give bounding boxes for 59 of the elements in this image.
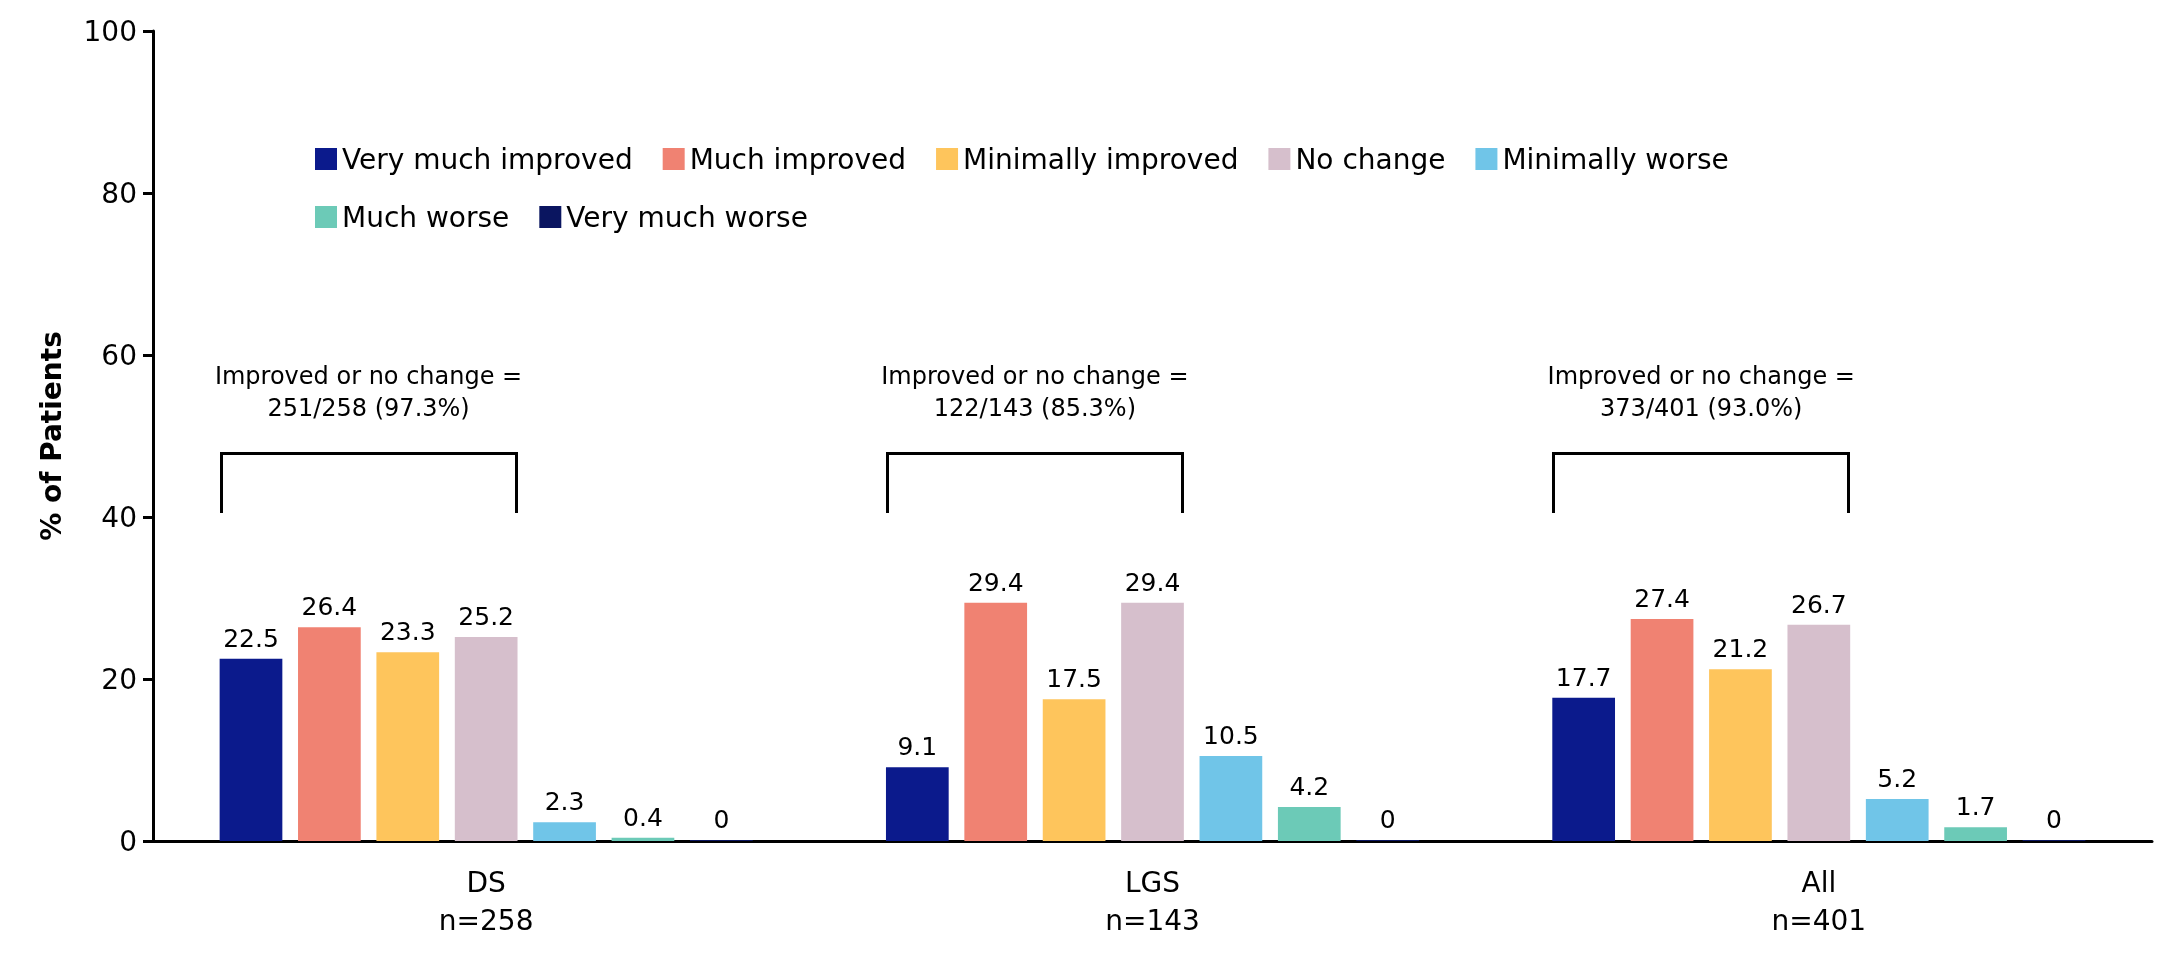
bar bbox=[1552, 697, 1616, 841]
data-label: 10.5 bbox=[1203, 720, 1259, 750]
bar bbox=[376, 652, 440, 841]
y-tick-label: 100 bbox=[83, 14, 137, 48]
bar bbox=[219, 658, 283, 841]
data-label: 21.2 bbox=[1712, 634, 1769, 664]
data-label: 22.5 bbox=[223, 623, 279, 653]
bar bbox=[1709, 669, 1772, 841]
bar bbox=[1630, 619, 1694, 841]
data-label: 17.5 bbox=[1046, 664, 1102, 694]
bar bbox=[885, 767, 949, 841]
data-label: 26.7 bbox=[1791, 589, 1847, 619]
data-label: 0.4 bbox=[623, 802, 663, 832]
bar bbox=[1787, 624, 1851, 841]
bar bbox=[1121, 602, 1184, 841]
data-label: 27.4 bbox=[1634, 584, 1690, 614]
bar bbox=[611, 837, 675, 841]
data-label: 26.4 bbox=[301, 592, 358, 622]
legend-label: Much improved bbox=[689, 142, 907, 176]
y-tick-label: 60 bbox=[101, 338, 137, 372]
legend-label: Minimally worse bbox=[1502, 142, 1729, 176]
legend-label: No change bbox=[1295, 142, 1446, 176]
bar bbox=[1277, 806, 1341, 841]
y-axis-title: % of Patients bbox=[34, 331, 68, 541]
y-tick-label: 20 bbox=[101, 662, 137, 696]
data-label: 17.7 bbox=[1555, 662, 1612, 692]
data-label: 29.4 bbox=[1124, 567, 1181, 597]
data-label: 29.4 bbox=[967, 567, 1024, 597]
legend-label: Very much improved bbox=[342, 142, 633, 176]
annotation: Improved or no change = 251/258 (97.3%) bbox=[213, 361, 524, 425]
data-label: 0 bbox=[2046, 805, 2062, 834]
bar bbox=[1944, 827, 2007, 841]
data-label: 23.3 bbox=[379, 617, 436, 647]
bar bbox=[1199, 755, 1263, 841]
x-tick-label: LGS n=143 bbox=[1105, 865, 1200, 937]
bar bbox=[1865, 798, 1929, 841]
bar bbox=[1042, 699, 1106, 841]
y-tick-label: 80 bbox=[101, 176, 137, 210]
bar bbox=[533, 822, 596, 841]
annotation: Improved or no change = 122/143 (85.3%) bbox=[880, 361, 1190, 425]
annotation: Improved or no change = 373/401 (93.0%) bbox=[1546, 361, 1856, 425]
bar bbox=[454, 636, 518, 841]
x-tick-label: All n=401 bbox=[1771, 865, 1867, 937]
x-tick-label: DS n=258 bbox=[438, 865, 534, 937]
legend-label: Minimally improved bbox=[963, 142, 1239, 176]
data-label: 4.2 bbox=[1289, 771, 1330, 801]
data-label: 2.3 bbox=[544, 787, 585, 817]
data-label: 5.2 bbox=[1877, 763, 1918, 793]
y-tick-label: 0 bbox=[119, 824, 137, 858]
data-label: 0 bbox=[1379, 805, 1396, 834]
bar bbox=[964, 602, 1028, 841]
data-label: 1.7 bbox=[1955, 792, 1996, 822]
data-label: 0 bbox=[713, 805, 730, 834]
legend-label: Much worse bbox=[342, 200, 510, 234]
data-label: 9.1 bbox=[897, 732, 938, 762]
y-tick-label: 40 bbox=[101, 500, 137, 534]
bar bbox=[298, 627, 361, 841]
data-label: 25.2 bbox=[458, 601, 514, 631]
legend-label: Very much worse bbox=[566, 200, 808, 234]
